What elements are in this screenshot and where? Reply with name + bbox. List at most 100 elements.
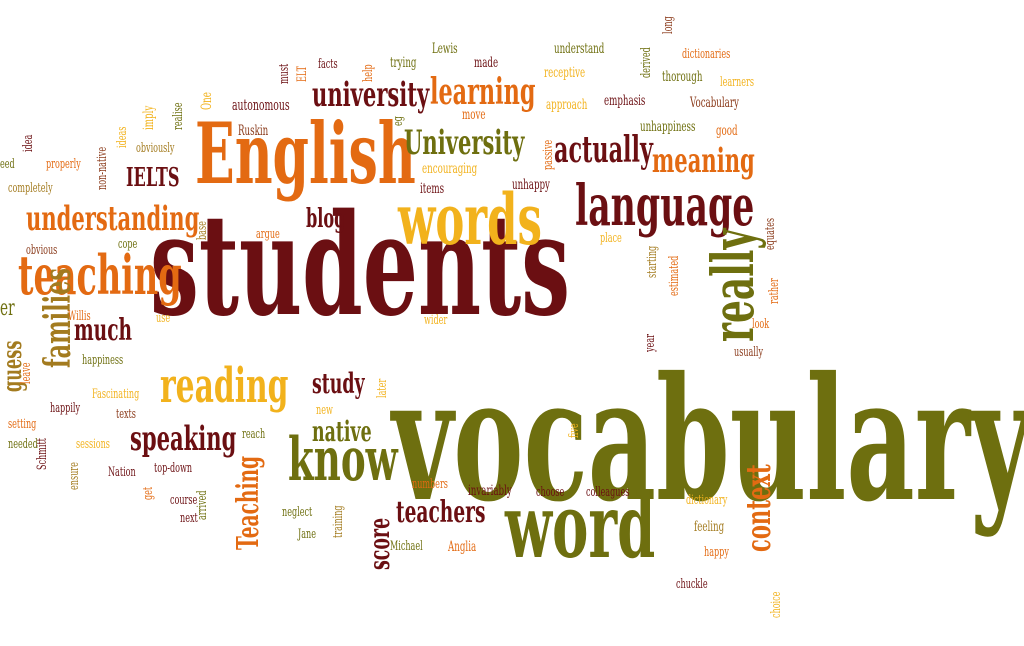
cloud-word-sessions: sessions [76,437,110,452]
cloud-word-happiness: happiness [82,353,124,368]
cloud-word-lewis: Lewis [432,41,458,57]
cloud-word-happy: happy [704,545,729,560]
cloud-word-happily: happily [50,401,81,416]
cloud-word-words: words [398,178,542,261]
cloud-word-estimated: estimated [667,255,682,296]
cloud-word-learners: learners [720,75,754,90]
cloud-word-students: students [150,184,571,348]
cloud-word-properly: properly [46,157,81,172]
cloud-word-dictionaries: dictionaries [682,47,731,62]
cloud-word-invariably: invariably [468,483,512,499]
cloud-word-next: next [180,511,198,526]
cloud-word-completely: completely [8,181,53,196]
cloud-word-receptive: receptive [544,65,586,81]
cloud-word-training: training [331,505,346,538]
cloud-word-much: much [74,313,133,348]
cloud-word-realise: realise [171,102,186,130]
cloud-word-obvious: obvious [26,243,58,258]
cloud-word-colleagues: colleagues [586,485,630,500]
cloud-word-non-native: non-native [95,146,110,190]
cloud-word-must: must [277,63,292,84]
cloud-word-base: base [195,221,210,240]
cloud-word-choice: choice [769,591,784,618]
cloud-word-university: University [404,123,525,163]
cloud-word-numbers: numbers [412,477,448,492]
cloud-word-later: later [375,378,390,398]
cloud-word-chuckle: chuckle [676,577,708,592]
cloud-word-vocabulary: Vocabulary [690,95,739,111]
cloud-word-nation: Nation [108,465,136,480]
cloud-word-anglia: Anglia [448,539,477,555]
cloud-word-wider: wider [424,313,448,328]
cloud-word-teaching: teaching [18,243,182,307]
cloud-word-actually: actually [554,129,653,171]
cloud-word-get: get [141,486,156,500]
cloud-word-move: move [462,107,486,123]
cloud-word-fascinating: Fascinating [92,387,140,402]
cloud-word-understand: understand [554,41,605,57]
cloud-word-thorough: thorough [662,69,703,85]
cloud-word-blog: blog [306,204,346,234]
cloud-word-long: long [661,16,676,34]
cloud-word-texts: texts [116,407,136,422]
cloud-word-schmitt: Schmitt [35,438,50,470]
cloud-word-word: word [505,474,656,578]
cloud-word-leave: leave [19,362,34,384]
cloud-word-context: context [739,464,779,552]
cloud-word-course: course [170,493,198,508]
cloud-word-eed: eed [0,157,15,172]
cloud-word-vocabulary: vocabulary [392,340,1024,540]
cloud-word-ruskin: Ruskin [238,123,269,139]
cloud-word-place: place [600,231,622,246]
cloud-word-michael: Michael [390,539,423,554]
cloud-word-speaking: speaking [130,419,237,459]
cloud-word-teachers: teachers [396,495,486,530]
cloud-word-argue: argue [256,227,280,242]
cloud-word-trying: trying [390,55,417,71]
cloud-word-jane: Jane [298,527,316,542]
cloud-word-usually: usually [734,345,764,360]
cloud-word-study: study [312,367,365,400]
cloud-word-ielts: IELTS [126,163,180,193]
cloud-word-new: new [316,403,333,418]
cloud-word-facts: facts [318,57,338,72]
cloud-word-approach: approach [546,97,588,113]
cloud-word-language: language [575,173,755,239]
cloud-word-know: know [288,425,398,495]
cloud-word-dictionary: dictionary [686,493,728,508]
cloud-word-neglect: neglect [282,505,313,520]
cloud-word-ideas: ideas [115,126,130,148]
cloud-word-learning: learning [430,71,536,113]
cloud-word-cope: cope [118,237,138,252]
cloud-word-help: help [361,64,376,82]
cloud-word-understanding: understanding [26,199,200,239]
cloud-word-native: native [312,415,372,448]
cloud-word-encouraging: encouraging [422,161,478,177]
cloud-word-one: One [199,92,215,110]
cloud-word-starting: starting [645,245,660,278]
cloud-word-unhappy: unhappy [512,177,550,193]
cloud-word-unhappiness: unhappiness [640,119,696,135]
cloud-word-setting: setting [8,417,37,432]
cloud-word-equates: equates [763,217,778,250]
cloud-word-use: use [156,311,171,326]
cloud-word-university: university [312,75,430,115]
cloud-word-top-down: top-down [154,461,193,476]
cloud-word-good: good [716,123,738,139]
cloud-word-rather: rather [767,278,782,304]
cloud-word-reach: reach [242,427,266,442]
cloud-word-er: er [0,296,15,321]
cloud-word-made: made [474,55,499,71]
cloud-word-elt: ELT [295,66,310,82]
cloud-word-look: look [752,317,770,332]
cloud-word-teaching: Teaching [231,455,266,550]
cloud-word-meaning: meaning [652,141,755,181]
cloud-word-idea: idea [21,134,36,152]
cloud-word-arrived: arrived [195,490,210,520]
cloud-word-autonomous: autonomous [232,96,290,114]
cloud-word-eg: eg [391,116,406,126]
cloud-word-imply: imply [141,105,157,130]
cloud-word-emphasis: emphasis [604,93,646,109]
cloud-word-passive: passive [541,139,556,170]
